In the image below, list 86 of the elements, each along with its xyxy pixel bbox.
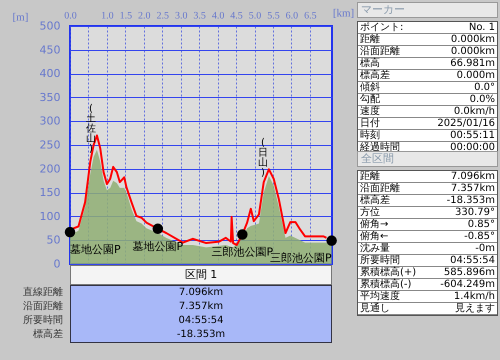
text: 沿面距離 [360, 46, 400, 57]
text: -0m [475, 243, 495, 254]
text: 330.79° [455, 207, 495, 218]
annotation: (日山) [258, 137, 268, 178]
text: 7.357km [178, 300, 224, 314]
text: 所要時間 [360, 255, 400, 266]
annotation: 墓地公園P [132, 240, 184, 253]
text: 585.896m [444, 267, 495, 278]
text: 0.000km [450, 46, 495, 57]
x-tick-label: 3.0 [174, 10, 188, 22]
y-tick-label: 0 [54, 258, 60, 270]
x-tick-label: 4.0 [212, 10, 224, 22]
text: 見えます [455, 303, 495, 314]
text: -604.249m [440, 279, 495, 290]
y-axis-title: [m] [12, 12, 28, 24]
text: 7.096km [178, 286, 224, 300]
text: 見通し [360, 303, 390, 314]
text: 平均速度 [360, 291, 400, 302]
text: 0.000km [450, 34, 495, 45]
text: 日付 [360, 118, 380, 129]
x-tick-label: 2.5 [156, 10, 170, 22]
text: 標高 [360, 58, 380, 69]
text: マーカー [357, 2, 498, 18]
text: 沿面距離 [360, 183, 400, 194]
text: 0.000m [456, 70, 495, 81]
x-tick-label: 5.0 [248, 10, 262, 22]
y-tick-label: 250 [40, 138, 60, 152]
text: 標高差 [360, 70, 390, 81]
text: 0.85° [468, 219, 495, 230]
y-tick-label: 100 [40, 210, 60, 223]
text: 00:00:00 [450, 142, 495, 153]
text: 0.0° [474, 82, 495, 93]
text: 2025/01/16 [437, 118, 495, 129]
text: 傾斜 [360, 82, 380, 93]
text: 0.0% [470, 94, 495, 105]
text: 標高差 [360, 195, 390, 206]
text: 方位 [360, 207, 380, 218]
text: 累積標高(-) [360, 279, 412, 290]
x-tick-label: 2.0 [138, 10, 151, 22]
text: 所要時間 [23, 314, 63, 328]
y-tick-label: 450 [40, 43, 60, 56]
text: 7.357km [450, 183, 495, 194]
x-tick-label: 6.5 [304, 10, 317, 22]
text: 全区間 [361, 152, 394, 165]
text: 時刻 [360, 130, 380, 141]
text: -0.85° [464, 231, 495, 242]
text: 04:55:54 [450, 255, 495, 266]
y-tick-label: 150 [40, 186, 60, 200]
text: ポイント: [360, 22, 404, 33]
text: 00:55:11 [450, 130, 495, 141]
y-tick-label: 400 [40, 67, 60, 80]
x-tick-label: 5.5 [267, 10, 280, 22]
y-tick-label: 200 [40, 162, 60, 176]
x-tick-label: 1.5 [120, 10, 132, 22]
text: 04:55:54 [178, 314, 224, 328]
x-tick-label: 1.0 [101, 10, 114, 22]
text: 沿面距離 [23, 300, 63, 314]
text: 勾配 [360, 94, 380, 105]
y-tick-label: 300 [40, 114, 60, 128]
text: 66.981m [450, 58, 495, 69]
text: 7.096km [450, 171, 495, 182]
text: 標高差 [33, 328, 63, 342]
text: 経過時間 [360, 142, 400, 153]
text: -18.353m [446, 195, 495, 206]
text: 距離 [360, 34, 380, 45]
x-axis-title: [km] [332, 8, 354, 20]
x-tick-label: 4.5 [230, 10, 243, 22]
text: 速度 [360, 106, 380, 117]
y-tick-label: 500 [40, 20, 60, 32]
text: 累積標高(+) [360, 267, 416, 278]
text: 区間 1 [70, 265, 332, 285]
x-tick-label: 6.0 [286, 10, 298, 22]
x-tick-label: 0.0 [64, 10, 77, 22]
text: 俯角→ [360, 219, 388, 230]
text: 0.0km/h [454, 106, 495, 117]
annotation: 墓地公園P [70, 243, 121, 256]
text: 直線距離 [23, 286, 63, 300]
text: -18.353m [176, 328, 226, 342]
text: 沈み量 [360, 243, 390, 254]
y-tick-label: 350 [40, 90, 60, 104]
x-tick-label: 3.5 [193, 10, 206, 22]
text: 俯角← [360, 231, 388, 242]
text: No. 1 [468, 22, 495, 33]
text: 距離 [360, 171, 380, 182]
y-tick-label: 50 [46, 234, 60, 247]
text: 1.4km/h [454, 291, 495, 302]
